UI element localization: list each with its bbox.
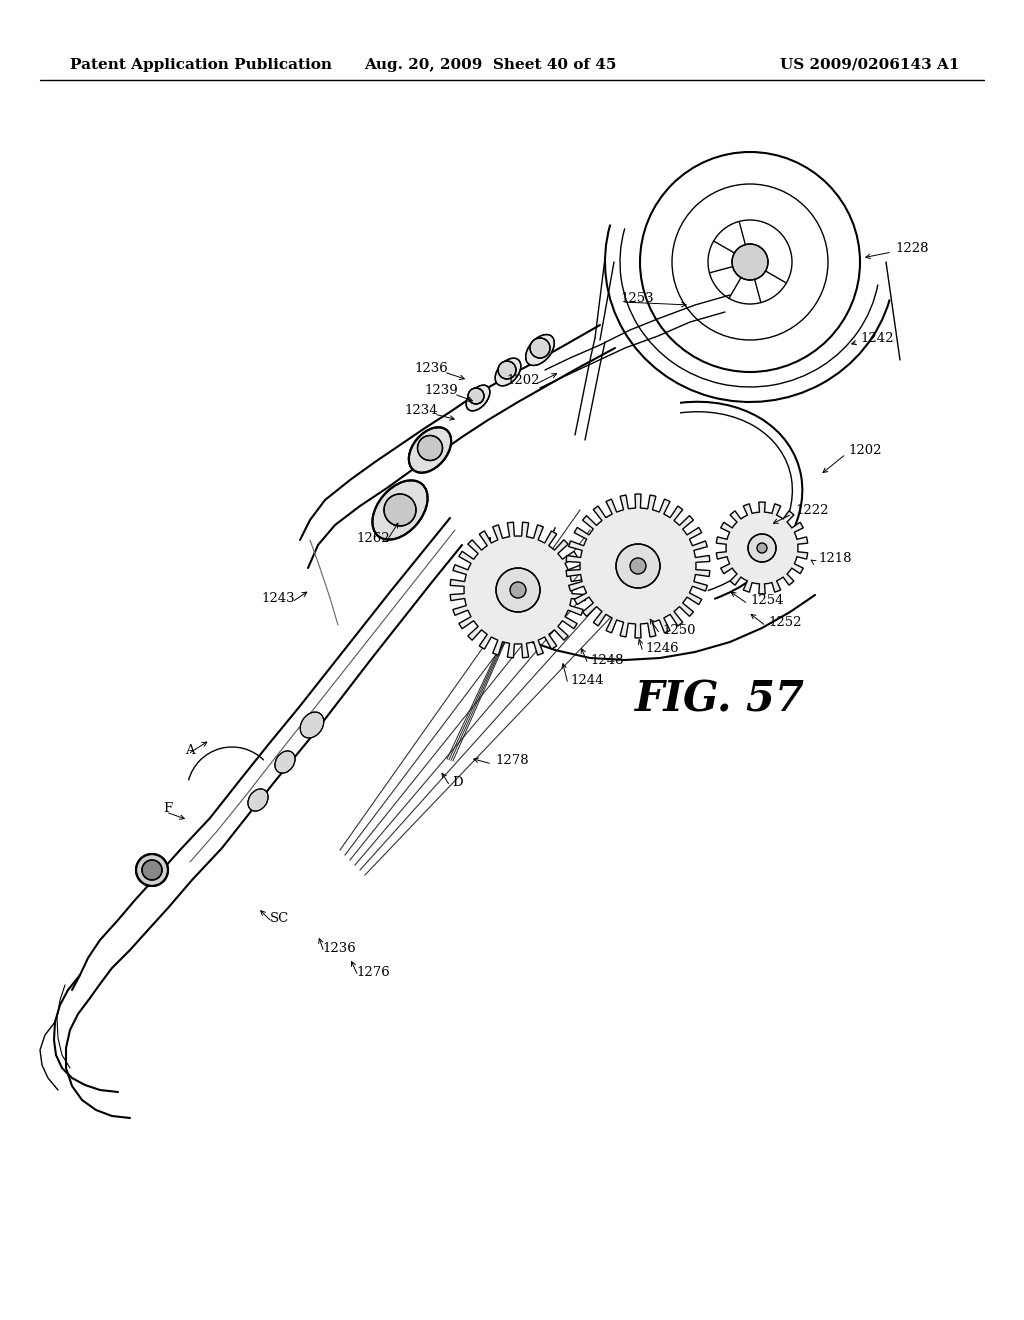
Polygon shape xyxy=(451,523,586,657)
Circle shape xyxy=(510,582,526,598)
Text: 1222: 1222 xyxy=(795,503,828,516)
Text: 1246: 1246 xyxy=(645,642,679,655)
Ellipse shape xyxy=(248,789,268,810)
Ellipse shape xyxy=(496,358,521,385)
Circle shape xyxy=(732,244,768,280)
Ellipse shape xyxy=(498,360,516,379)
Circle shape xyxy=(496,568,540,612)
Text: 1250: 1250 xyxy=(662,623,695,636)
Circle shape xyxy=(630,558,646,574)
Text: 1278: 1278 xyxy=(495,754,528,767)
Text: 1228: 1228 xyxy=(895,242,929,255)
Text: 1276: 1276 xyxy=(356,965,390,978)
Ellipse shape xyxy=(136,854,168,886)
Text: SC: SC xyxy=(270,912,289,924)
Text: 1234: 1234 xyxy=(404,404,438,417)
Text: 1202: 1202 xyxy=(507,374,540,387)
Circle shape xyxy=(757,543,767,553)
Text: 1248: 1248 xyxy=(590,653,624,667)
Ellipse shape xyxy=(418,436,442,461)
Circle shape xyxy=(748,535,776,562)
Ellipse shape xyxy=(409,428,452,473)
Text: FIG. 57: FIG. 57 xyxy=(635,678,805,721)
Ellipse shape xyxy=(525,334,554,366)
Ellipse shape xyxy=(373,480,428,540)
Text: 1236: 1236 xyxy=(415,362,449,375)
Ellipse shape xyxy=(468,388,484,404)
Text: 1239: 1239 xyxy=(424,384,458,396)
Ellipse shape xyxy=(300,711,324,738)
Text: A: A xyxy=(185,743,195,756)
Text: 1218: 1218 xyxy=(818,552,852,565)
Text: 1254: 1254 xyxy=(750,594,783,606)
Text: US 2009/0206143 A1: US 2009/0206143 A1 xyxy=(780,58,961,73)
Text: 1262: 1262 xyxy=(356,532,390,544)
Text: 1244: 1244 xyxy=(570,673,603,686)
Text: 1242: 1242 xyxy=(860,331,894,345)
Text: F: F xyxy=(163,801,172,814)
Ellipse shape xyxy=(274,751,295,774)
Text: Patent Application Publication: Patent Application Publication xyxy=(70,58,332,73)
Text: 1236: 1236 xyxy=(322,941,355,954)
Ellipse shape xyxy=(384,494,416,525)
Text: 1253: 1253 xyxy=(620,292,653,305)
Text: 1202: 1202 xyxy=(848,444,882,457)
Ellipse shape xyxy=(466,385,489,411)
Text: D: D xyxy=(452,776,463,788)
Ellipse shape xyxy=(530,338,550,358)
Text: 1243: 1243 xyxy=(261,591,295,605)
Circle shape xyxy=(142,861,162,880)
Text: Aug. 20, 2009  Sheet 40 of 45: Aug. 20, 2009 Sheet 40 of 45 xyxy=(364,58,616,73)
Text: 1252: 1252 xyxy=(768,615,802,628)
Polygon shape xyxy=(716,502,808,594)
Circle shape xyxy=(616,544,660,587)
Polygon shape xyxy=(566,494,710,638)
